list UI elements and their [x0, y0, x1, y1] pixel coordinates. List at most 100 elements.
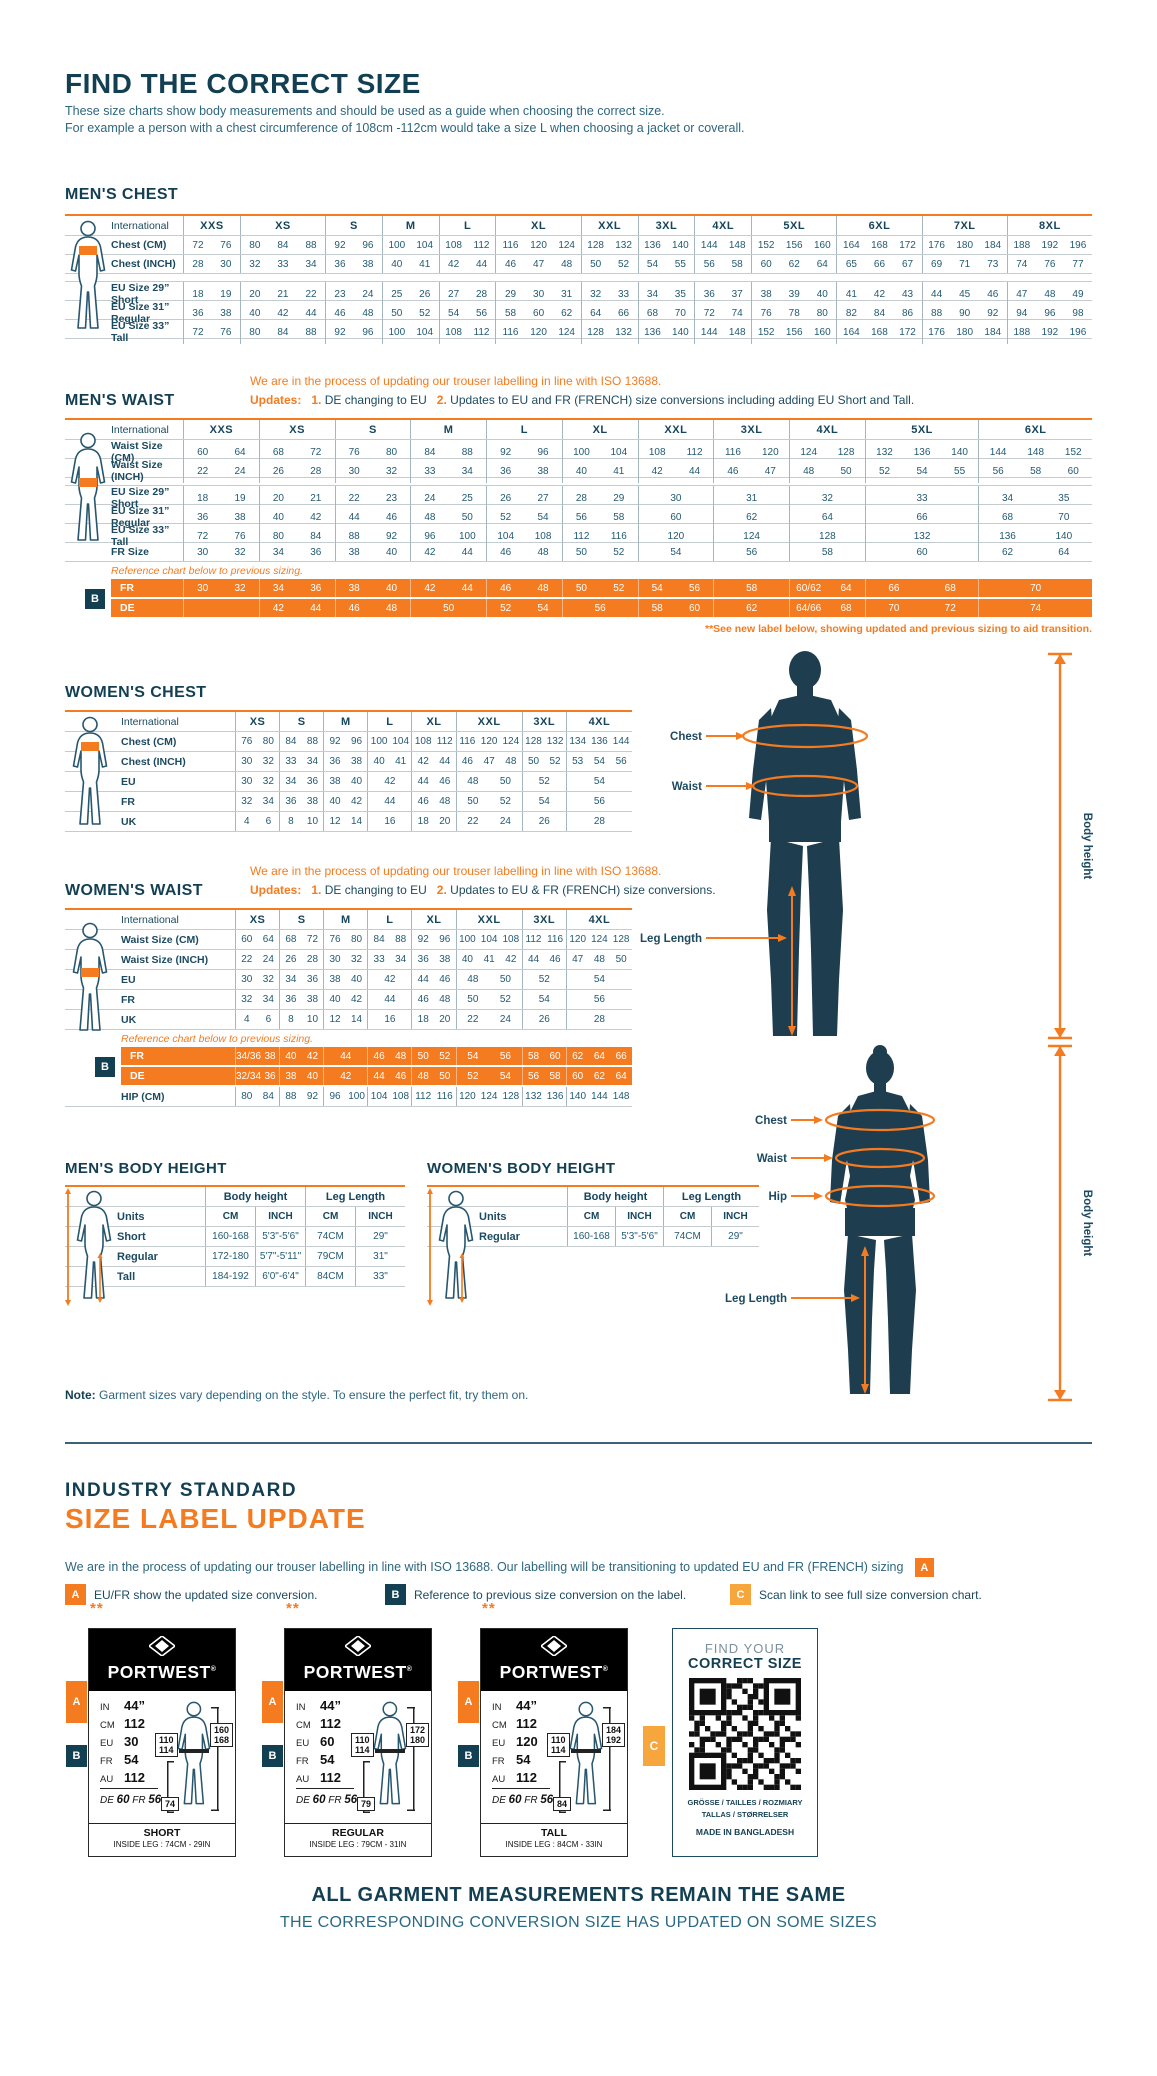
qr-card-line1: FIND YOUR: [704, 1641, 786, 1656]
size-cell: 32 34: [235, 990, 279, 1009]
table-row: Tall 184-192 6'0"-6'4" 84CM 33": [65, 1267, 405, 1287]
row-label: UK: [121, 1013, 137, 1026]
reference-note: Reference chart below to previous sizing…: [121, 1033, 314, 1045]
row-label: FR: [121, 795, 135, 808]
size-cell: 62: [713, 505, 789, 529]
size-cell: 64/66 68: [789, 599, 865, 617]
qr-languages-2: TALLAS / STØRRELSER: [701, 1810, 789, 1819]
size-cell: 54: [521, 792, 566, 811]
size-cell: 22 24: [455, 812, 522, 831]
stars-marker: **: [90, 1600, 104, 1617]
table-row: DE 42 44 46 48 50 52 54 56 58 60 62 64/66 68 70 72 74: [111, 599, 1092, 619]
row-label: Units: [117, 1210, 145, 1223]
size-cell: 46 48: [411, 792, 455, 811]
size-cell: 144 148: [694, 320, 751, 344]
legend-text: Scan link to see full size conversion ch…: [759, 1587, 982, 1602]
size-cell: 116 120 124: [495, 320, 580, 344]
mens-waist-section: We are in the process of updating our tr…: [65, 374, 1092, 635]
size-cell: 12 14: [323, 812, 367, 831]
size-cell: 4XL: [565, 712, 632, 731]
table-row: Body height Leg Length: [65, 1187, 405, 1207]
size-cell: 160-168: [205, 1227, 255, 1246]
badge-b: B: [262, 1745, 283, 1767]
size-cell: 33 34: [279, 752, 323, 771]
inseam-measure-box: 84: [553, 1797, 572, 1811]
row-label: [427, 1187, 567, 1206]
size-cell: 68 70: [978, 505, 1092, 529]
size-cell: 68 70: [637, 301, 695, 325]
male-chest-label: Chest: [670, 731, 702, 743]
size-cell: 76 78 80: [751, 301, 836, 325]
size-cell: 50 52: [580, 255, 638, 273]
fit-name: TALL: [540, 1827, 568, 1839]
height-measure-box: 184 192: [601, 1723, 625, 1747]
size-cell: 38 40: [323, 772, 367, 791]
size-cell: 76 80: [334, 440, 411, 464]
size-cell: 80 84 88: [239, 236, 325, 254]
size-cell: 62: [713, 599, 789, 617]
underline: [492, 1788, 550, 1789]
size-cell: L: [486, 420, 562, 439]
waist-measure-box: 110 114: [547, 1733, 570, 1757]
size-cell: 88 92: [279, 1087, 323, 1106]
size-cell: 5'3"-5'6": [255, 1227, 305, 1246]
size-cell: 188 192 196: [1006, 320, 1092, 344]
table-row: FR 30 32 34 36 38 40 42 44 46 48 50 52 54 56 58 60/62 64 6…: [111, 579, 1092, 599]
legend-item-c: C Scan link to see full size conversion …: [730, 1584, 982, 1605]
size-cell: 54 56: [637, 579, 714, 597]
table-row: EU Size 29” Short 18 19 20 21 22 23 24 25 26 27 28 2…: [65, 282, 1092, 306]
stars-marker: **: [482, 1600, 496, 1617]
table-gap-row: [65, 478, 1092, 486]
unit-header-cell: INCH: [255, 1207, 305, 1226]
size-cell: 164 168 172: [836, 320, 921, 344]
label-footer: TALL INSIDE LEG : 84CM - 33IN: [481, 1823, 627, 1856]
table-row: Waist Size (INCH) 22 24 26 28 30 32 33 34 36 38 40 4…: [65, 459, 1092, 483]
size-cell: 46 47 48: [455, 752, 522, 771]
table-row: UK 4 6 8 10 12 14 16 18 20 22 24 26 28: [65, 812, 632, 832]
size-cell: 18 20: [411, 1010, 455, 1029]
womens-waist-table: International XS S M L XL XXL 3XL 4XL Waist Size …: [65, 908, 632, 1107]
size-cell: 128 132: [521, 732, 566, 751]
size-cell: 58: [713, 579, 789, 597]
table-row: FR 34/36 38 40 42 44 46 48 50 52 54 56 58 60 62 64 66: [121, 1047, 632, 1067]
label-footer: REGULAR INSIDE LEG : 79CM - 31IN: [285, 1823, 431, 1856]
table-row: International XS S M L XL XXL 3XL 4XL: [65, 712, 632, 732]
size-cell: 94 96 98: [1006, 301, 1092, 325]
size-cell: 8 10: [279, 812, 323, 831]
female-waist-label: Waist: [757, 1153, 787, 1165]
size-cell: 62 64: [978, 543, 1092, 561]
male-body-height-label: Body height: [1081, 813, 1093, 880]
size-cell: 46 48: [334, 599, 411, 617]
table-row: Waist Size (CM) 60 64 68 72 76 80 84 88 92 96 100 10…: [65, 440, 1092, 464]
table-body: International XXS XS S M L XL XXL 3XL 4XL 5XL 6XL Wa…: [65, 418, 1092, 562]
badge-b: B: [95, 1057, 115, 1077]
size-cell: 128 132: [580, 320, 638, 344]
size-cell: 47 48 50: [565, 950, 632, 969]
size-cell: 42 44: [258, 599, 335, 617]
size-cell: 38 40: [323, 970, 367, 989]
size-cell: 120: [637, 524, 714, 548]
size-cell: 27 28: [438, 282, 496, 306]
row-label: Units: [479, 1210, 507, 1223]
table-body: International XXS XS S M L XL XXL 3XL 4XL 5XL 6XL 7X…: [65, 214, 1092, 344]
size-cell: 116 120: [713, 440, 789, 464]
size-cell: 26: [521, 1010, 566, 1029]
table-footnote: **See new label below, showing updated a…: [705, 623, 1092, 635]
size-cell: 34 36: [279, 772, 323, 791]
size-cell: XXS: [183, 216, 240, 235]
size-cell: S: [279, 712, 323, 731]
size-cell: 128 132: [580, 236, 638, 254]
size-cell: 128: [789, 524, 865, 548]
table-body: International XS S M L XL XXL 3XL 4XL Waist Size …: [65, 908, 632, 1030]
womens-body-height-table: Body height Leg Length Units CM INCH CM INCH Re…: [427, 1185, 759, 1247]
fit-name: SHORT: [143, 1827, 181, 1839]
size-cell: 56: [561, 599, 638, 617]
size-cell: 60 62 64: [565, 1067, 632, 1085]
size-cell: 82 84 86: [836, 301, 921, 325]
size-cell: 8 10: [279, 1010, 323, 1029]
size-cell: 96 100: [323, 1087, 367, 1106]
size-cell: L: [367, 712, 411, 731]
size-cell: 31": [355, 1247, 405, 1266]
table-row: International XXS XS S M L XL XXL 3XL 4XL 5XL 6XL: [65, 420, 1092, 440]
size-cell: 88 90 92: [921, 301, 1007, 325]
